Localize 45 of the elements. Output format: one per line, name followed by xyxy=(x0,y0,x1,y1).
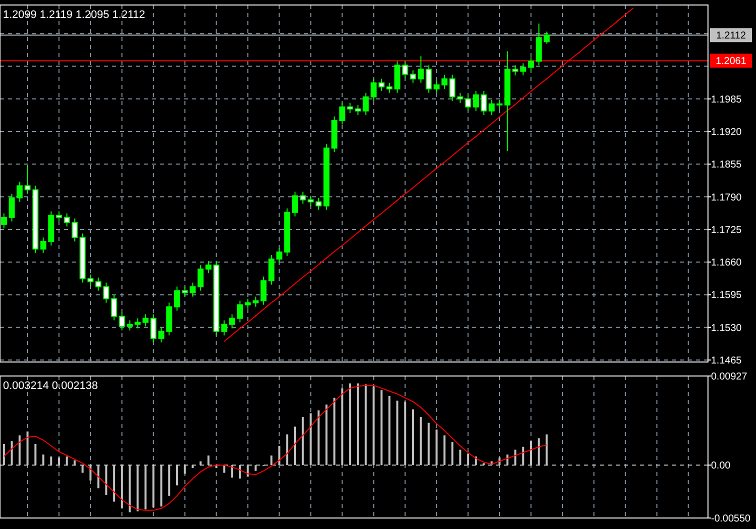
candlestick xyxy=(229,314,236,329)
candlestick xyxy=(198,264,204,292)
annotation: 0.003214 0.002138 xyxy=(3,380,98,392)
candlestick xyxy=(316,197,322,210)
y-tick-label: 0.00 xyxy=(711,460,731,472)
candlestick xyxy=(496,99,503,110)
candlestick xyxy=(354,104,361,116)
candlestick xyxy=(465,94,472,112)
y-tick-label: 1.1595 xyxy=(711,290,742,302)
candlestick xyxy=(528,56,534,72)
candlestick xyxy=(205,260,212,274)
candlestick xyxy=(347,102,354,114)
candlestick xyxy=(87,274,94,286)
candlestick xyxy=(236,300,243,323)
ref-line-label: 1.2112 xyxy=(716,30,746,42)
candlestick xyxy=(292,191,298,217)
candlestick xyxy=(174,286,180,312)
candlestick xyxy=(441,74,448,90)
y-tick-label: 1.1725 xyxy=(711,224,742,236)
candlestick xyxy=(434,80,440,94)
y-tick-label: 1.1790 xyxy=(711,192,742,204)
y-tick-label: 1.1530 xyxy=(711,322,742,334)
candlestick xyxy=(472,90,479,112)
candlestick xyxy=(386,82,392,94)
annotation: 1.2099 1.2119 1.2095 1.2112 xyxy=(3,9,146,21)
y-tick-label: -0.00550 xyxy=(711,514,751,524)
candlestick xyxy=(150,314,156,343)
y-tick-label: 1.1465 xyxy=(711,355,742,366)
candlestick xyxy=(268,254,274,286)
ref-line-label: 1.2061 xyxy=(716,56,747,68)
y-tick-label: 1.1660 xyxy=(711,258,742,269)
bar xyxy=(223,465,226,473)
y-tick-label: 1.1920 xyxy=(711,127,742,138)
candlestick xyxy=(410,70,416,84)
candlestick xyxy=(56,210,62,222)
y-tick-label: 0.00927 xyxy=(711,372,748,382)
candlestick xyxy=(0,212,7,229)
candlestick xyxy=(260,276,267,306)
candlestick xyxy=(118,312,125,331)
candlestick xyxy=(142,314,149,327)
y-tick-label: 1.1855 xyxy=(711,160,742,171)
y-tick-label: 1.1985 xyxy=(711,94,742,106)
candlestick xyxy=(111,294,118,321)
candlestick xyxy=(24,166,31,194)
candlestick xyxy=(378,78,385,92)
